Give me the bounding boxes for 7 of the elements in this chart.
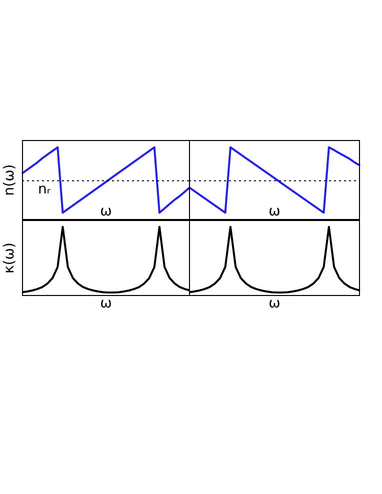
ref-line-label: nᵣ [38,181,51,198]
x-axis-title: ω [268,296,280,312]
y-axis-title: n(ω) [2,164,18,196]
x-axis-title: ω [100,204,112,220]
y-axis-title: κ(ω) [2,242,18,274]
x-axis-title: ω [100,296,112,312]
x-axis-title: ω [268,204,280,220]
